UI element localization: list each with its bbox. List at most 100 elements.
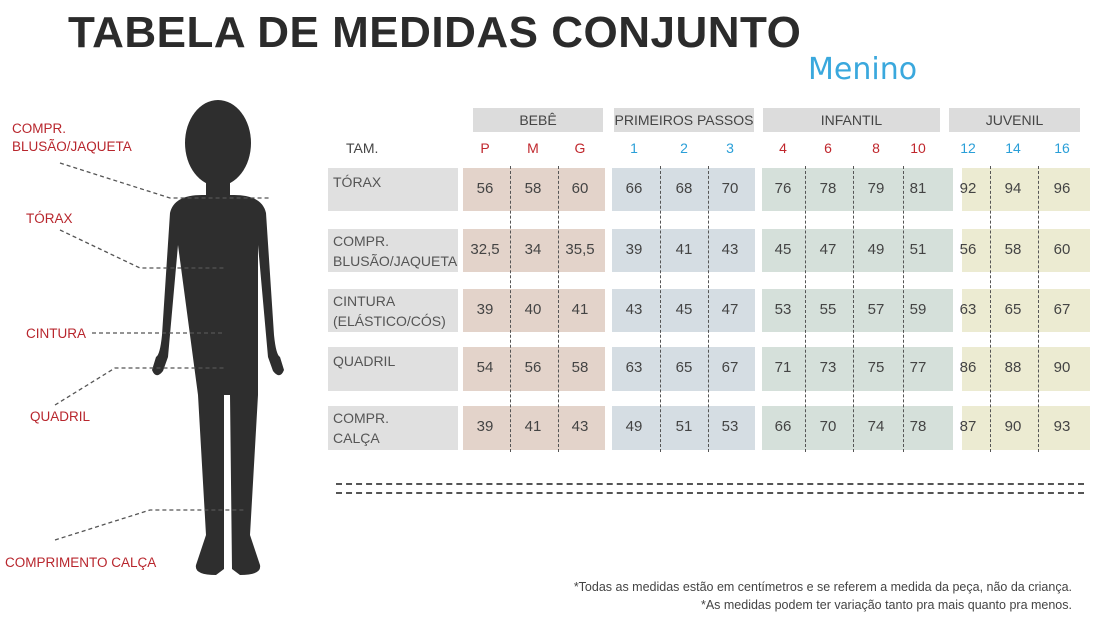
size-group-band xyxy=(463,168,605,211)
size-group-band xyxy=(463,229,605,272)
size-label: 3 xyxy=(726,140,734,156)
size-label: 4 xyxy=(779,140,787,156)
row-label-background xyxy=(328,347,458,391)
size-label: 14 xyxy=(1005,140,1021,156)
column-separator xyxy=(708,166,709,452)
measurement-row-label: TÓRAX xyxy=(333,174,382,190)
measurement-value: 66 xyxy=(774,418,792,435)
measurement-value: 55 xyxy=(819,301,837,318)
label-compr-blusao: COMPR. BLUSÃO/JAQUETA xyxy=(12,121,132,154)
measurement-leader-lines xyxy=(54,162,270,541)
size-group-band xyxy=(762,229,953,272)
size-group-band xyxy=(612,406,755,450)
measurement-value: 67 xyxy=(1053,301,1071,318)
footnote: *Todas as medidas estão em centímetros e… xyxy=(573,580,1072,594)
group-header: PRIMEIROS PASSOS xyxy=(614,108,754,132)
measurement-row-label: QUADRIL xyxy=(333,353,396,369)
size-group-band xyxy=(612,347,755,391)
row-label-background xyxy=(328,229,458,272)
measurement-value: 90 xyxy=(1053,359,1071,376)
measurement-row-label: COMPR. CALÇA xyxy=(333,410,389,446)
size-group-band xyxy=(612,168,755,211)
measurement-value: 40 xyxy=(524,301,542,318)
size-column-header: TAM. xyxy=(346,140,379,156)
size-group-band xyxy=(762,168,953,211)
size-group-band xyxy=(962,168,1090,211)
size-group-band xyxy=(962,289,1090,332)
measurement-value: 41 xyxy=(571,301,589,318)
row-label-background xyxy=(328,406,458,450)
measurement-value: 51 xyxy=(675,418,693,435)
page-title: TABELA DE MEDIDAS CONJUNTO xyxy=(68,8,802,57)
column-separator xyxy=(1038,166,1039,452)
measurement-value: 56 xyxy=(476,180,494,197)
column-separator xyxy=(853,166,854,452)
size-label: G xyxy=(574,140,586,156)
footnote: *As medidas podem ter variação tanto pra… xyxy=(700,598,1072,612)
measurement-value: 79 xyxy=(867,180,885,197)
measurement-value: 87 xyxy=(959,418,977,435)
group-header: JUVENIL xyxy=(949,108,1080,132)
measurement-value: 49 xyxy=(867,241,885,258)
measurement-row-label: CINTURA (ELÁSTICO/CÓS) xyxy=(333,293,446,329)
size-label: 6 xyxy=(824,140,832,156)
measurement-value: 53 xyxy=(721,418,739,435)
measurement-value: 70 xyxy=(721,180,739,197)
measurement-value: 88 xyxy=(1004,359,1022,376)
size-group-band xyxy=(463,347,605,391)
measurement-value: 75 xyxy=(867,359,885,376)
size-group-band xyxy=(463,406,605,450)
measurement-value: 43 xyxy=(571,418,589,435)
column-separator xyxy=(510,166,511,452)
column-separator xyxy=(558,166,559,452)
measurement-value: 32,5 xyxy=(470,241,500,258)
size-group-band xyxy=(962,347,1090,391)
column-separator xyxy=(660,166,661,452)
label-quadril: QUADRIL xyxy=(30,409,91,424)
measurement-value: 77 xyxy=(909,359,927,376)
measurement-value: 43 xyxy=(625,301,643,318)
measurement-value: 58 xyxy=(524,180,542,197)
size-label: 8 xyxy=(872,140,880,156)
measurement-value: 34 xyxy=(524,241,542,258)
size-label: 2 xyxy=(680,140,688,156)
measurement-value: 59 xyxy=(909,301,927,318)
measurement-value: 65 xyxy=(675,359,693,376)
group-header: BEBÊ xyxy=(473,108,603,132)
measurement-value: 47 xyxy=(721,301,739,318)
size-label: 12 xyxy=(960,140,976,156)
measurement-value: 58 xyxy=(571,359,589,376)
measurement-value: 51 xyxy=(909,241,927,258)
measurement-value: 39 xyxy=(625,241,643,258)
column-separator xyxy=(990,166,991,452)
measurement-value: 54 xyxy=(476,359,494,376)
measurement-value: 65 xyxy=(1004,301,1022,318)
measurement-value: 73 xyxy=(819,359,837,376)
size-group-band xyxy=(962,406,1090,450)
measurement-value: 56 xyxy=(524,359,542,376)
measurement-value: 57 xyxy=(867,301,885,318)
child-silhouette-icon xyxy=(152,100,284,575)
measurement-value: 81 xyxy=(909,180,927,197)
size-group-band xyxy=(463,289,605,332)
size-label: 16 xyxy=(1054,140,1070,156)
measurement-value: 60 xyxy=(571,180,589,197)
measurement-value: 60 xyxy=(1053,241,1071,258)
measurement-value: 41 xyxy=(675,241,693,258)
row-label-background xyxy=(328,168,458,211)
measurement-value: 86 xyxy=(959,359,977,376)
measurement-value: 45 xyxy=(675,301,693,318)
row-label-background xyxy=(328,289,458,332)
measurement-value: 45 xyxy=(774,241,792,258)
measurement-value: 47 xyxy=(819,241,837,258)
measurement-value: 76 xyxy=(774,180,792,197)
measurement-value: 53 xyxy=(774,301,792,318)
size-label: 1 xyxy=(630,140,638,156)
size-group-band xyxy=(762,406,953,450)
page-subtitle: Menino xyxy=(808,52,918,87)
measurement-value: 66 xyxy=(625,180,643,197)
measurement-value: 90 xyxy=(1004,418,1022,435)
label-comprimento-calca: COMPRIMENTO CALÇA xyxy=(5,555,157,570)
measurement-value: 74 xyxy=(867,418,885,435)
label-torax: TÓRAX xyxy=(26,211,73,226)
